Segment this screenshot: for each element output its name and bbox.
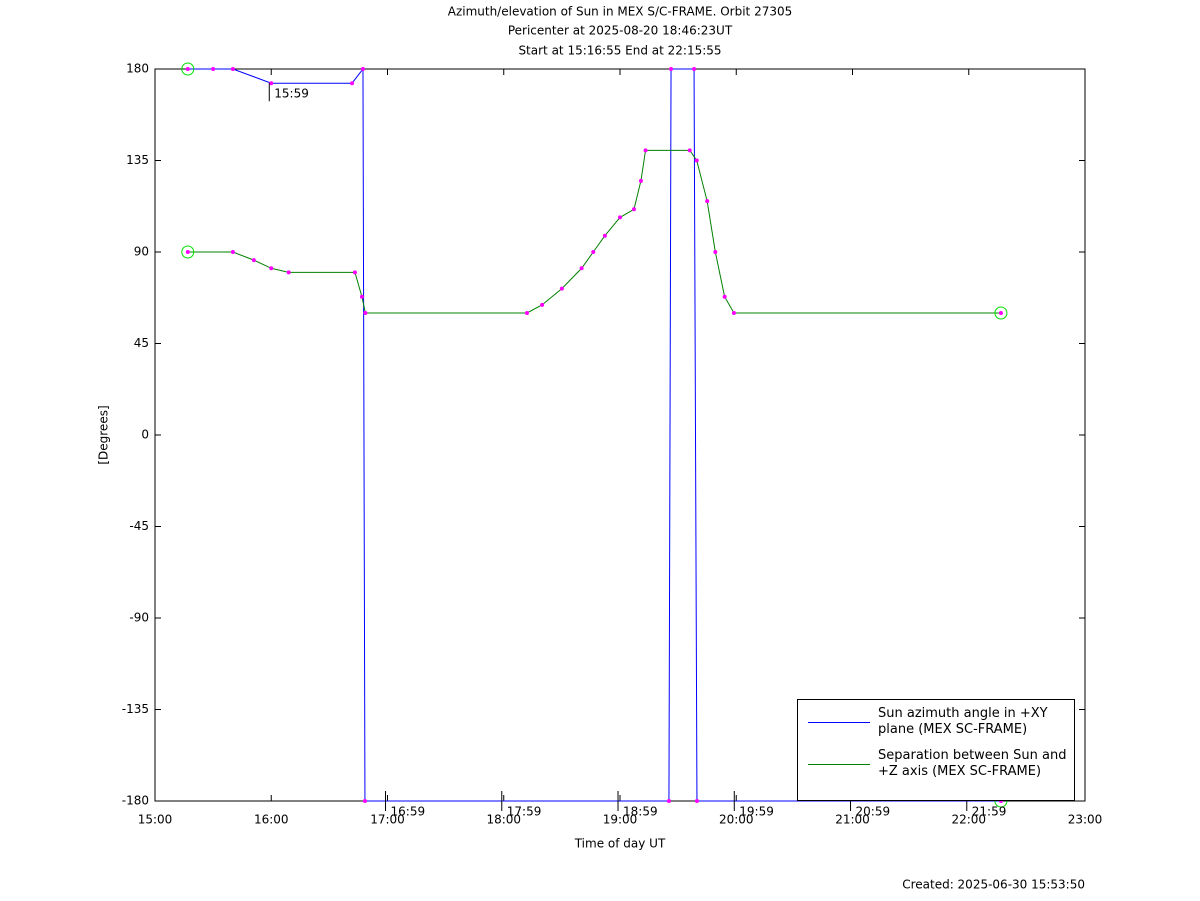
point — [579, 266, 584, 271]
footer: Created: 2025-06-30 15:53:50 — [902, 878, 1085, 892]
legend-label: Sun azimuth angle in +XY plane (MEX SC-F… — [878, 706, 1048, 737]
point — [362, 799, 367, 803]
x-tick-label: 18:00 — [486, 813, 521, 827]
point — [692, 67, 697, 71]
point — [251, 258, 256, 263]
point — [687, 148, 692, 153]
chart-title: Azimuth/elevation of Sun in MEX S/C-FRAM… — [448, 5, 793, 19]
x-tick-label: 21:00 — [835, 813, 870, 827]
chart-subtitle: Start at 15:16:55 End at 22:15:55 — [518, 44, 721, 58]
point — [540, 302, 545, 307]
point — [602, 233, 607, 238]
point — [731, 311, 736, 315]
series-line — [187, 67, 1001, 802]
x-tick-label: 15:00 — [138, 813, 173, 827]
point — [350, 81, 355, 86]
point — [211, 67, 216, 71]
y-tick-label: 135 — [126, 153, 149, 167]
legend: Sun azimuth angle in +XY plane (MEX SC-F… — [797, 699, 1075, 801]
legend-entry: Sun azimuth angle in +XY plane (MEX SC-F… — [798, 706, 1068, 738]
point — [269, 266, 274, 271]
plot-frame — [154, 68, 1086, 802]
x-tick-label: 17:00 — [370, 813, 405, 827]
y-tick-label: 45 — [134, 336, 149, 350]
x-axis-label: Time of day UT — [574, 837, 666, 851]
annotation: 20:59 — [856, 805, 891, 819]
annotation: 15:59 — [274, 87, 309, 101]
endpoint-marker — [181, 245, 195, 259]
point — [525, 311, 529, 315]
point — [638, 178, 643, 183]
point — [185, 250, 190, 254]
y-tick-label: -90 — [129, 611, 149, 625]
series-line — [187, 149, 1001, 314]
annotation: 18:59 — [623, 805, 658, 819]
point — [363, 311, 368, 315]
x-tick-label: 20:00 — [719, 813, 754, 827]
point — [559, 286, 564, 291]
x-tick-label: 19:00 — [603, 813, 638, 827]
legend-label: Separation between Sun and +Z axis (MEX … — [878, 748, 1067, 779]
legend-swatch — [808, 763, 870, 765]
point — [230, 67, 235, 71]
endpoint-marker — [181, 62, 195, 76]
x-tick-label: 22:00 — [951, 813, 986, 827]
annotation: 16:59 — [391, 805, 426, 819]
point — [694, 158, 699, 163]
point — [669, 67, 674, 71]
legend-entry: Separation between Sun and +Z axis (MEX … — [798, 748, 1068, 780]
point — [230, 250, 235, 254]
y-tick-label: 180 — [126, 62, 149, 76]
point — [666, 799, 671, 803]
annotation: 19:59 — [739, 805, 774, 819]
chart-subtitle: Pericenter at 2025-08-20 18:46:23UT — [508, 24, 733, 38]
point — [360, 67, 365, 71]
point — [705, 199, 710, 204]
y-tick-label: -135 — [122, 702, 149, 716]
x-tick-label: 16:00 — [254, 813, 289, 827]
point — [722, 294, 727, 299]
point — [618, 215, 622, 220]
point — [185, 67, 190, 71]
x-tick-label: 23:00 — [1068, 813, 1103, 827]
annotation: 21:59 — [972, 805, 1007, 819]
point — [286, 270, 291, 275]
point — [713, 250, 718, 254]
point — [694, 799, 699, 803]
point — [631, 207, 636, 212]
y-tick-label: 90 — [134, 245, 149, 259]
endpoint-marker — [994, 306, 1008, 320]
point — [998, 311, 1003, 315]
point — [591, 250, 596, 254]
point — [643, 148, 648, 153]
y-tick-label: -45 — [129, 519, 149, 533]
y-axis-label: [Degrees] — [97, 405, 111, 464]
point — [269, 81, 274, 86]
y-tick-label: 0 — [141, 428, 149, 442]
point — [359, 294, 364, 299]
point — [352, 270, 357, 275]
annotation: 17:59 — [507, 805, 542, 819]
y-tick-label: -180 — [122, 794, 149, 808]
legend-swatch — [808, 721, 870, 723]
